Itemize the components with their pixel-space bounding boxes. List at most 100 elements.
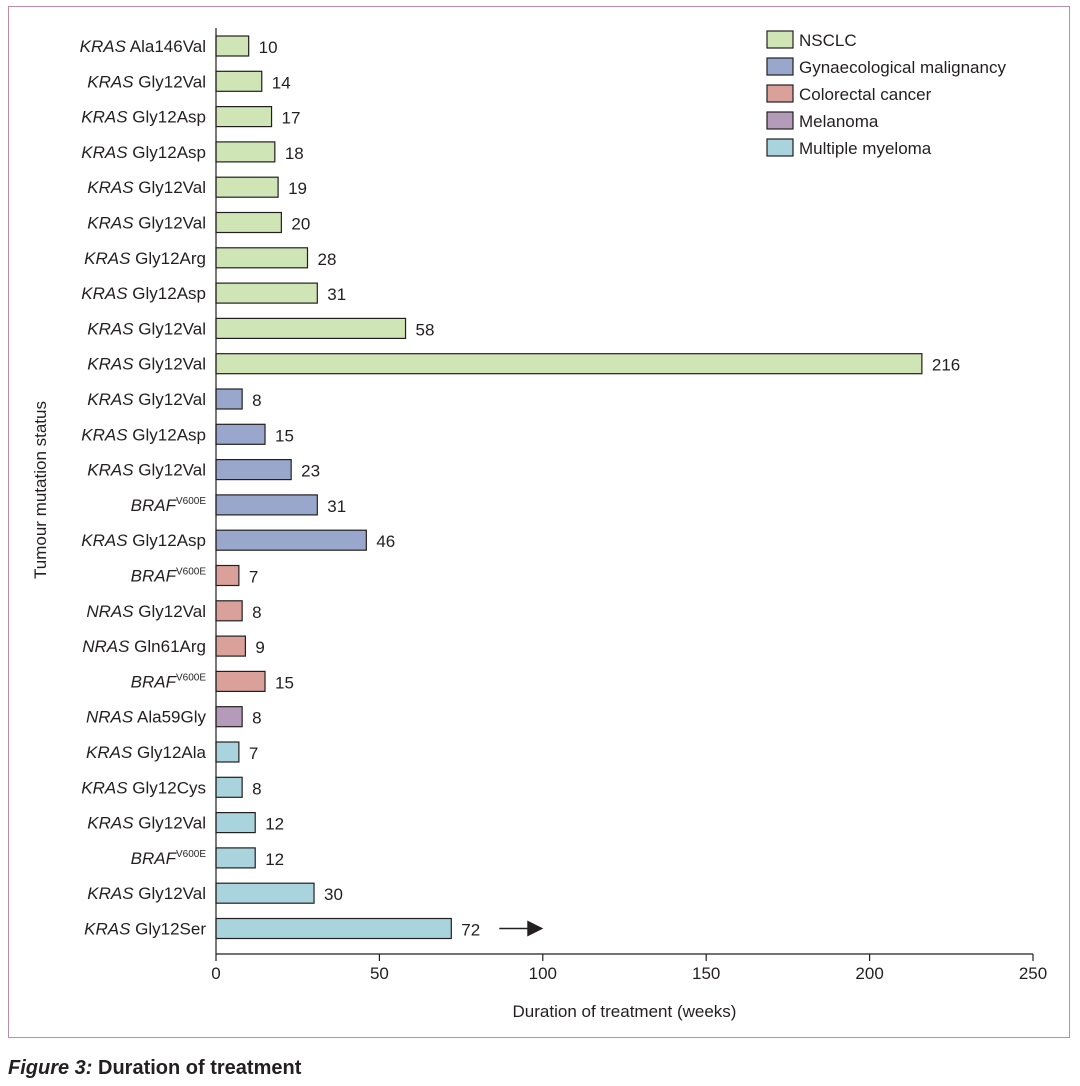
- value-label: 9: [255, 638, 264, 657]
- mutation-superscript: V600E: [176, 849, 206, 860]
- figure-frame: [8, 6, 1070, 1038]
- mutation-name: Gly12Val: [134, 355, 206, 374]
- value-label: 8: [252, 603, 261, 622]
- gene-name: KRAS: [84, 249, 131, 268]
- value-label: 72: [461, 921, 480, 940]
- category-label: KRAS Gly12Val: [87, 214, 206, 233]
- mutation-name: Gly12Val: [134, 814, 206, 833]
- value-label: 7: [249, 744, 258, 763]
- value-label: 31: [327, 285, 346, 304]
- gene-name: KRAS: [87, 319, 134, 338]
- mutation-name: Gly12Val: [134, 390, 206, 409]
- category-label: KRAS Gly12Val: [87, 814, 206, 833]
- gene-name: KRAS: [87, 355, 134, 374]
- value-label: 20: [291, 215, 310, 234]
- gene-name: NRAS: [86, 708, 134, 727]
- gene-name: KRAS: [87, 814, 134, 833]
- category-label: BRAFV600E: [131, 496, 207, 515]
- value-label: 10: [259, 38, 278, 57]
- bar: [215, 459, 292, 481]
- bar: [215, 600, 243, 622]
- category-label: KRAS Gly12Cys: [81, 778, 206, 797]
- ongoing-arrow-head: [527, 920, 544, 937]
- gene-name: KRAS: [81, 425, 128, 444]
- value-label: 15: [275, 426, 294, 445]
- bar: [215, 811, 256, 834]
- gene-name: KRAS: [87, 884, 134, 903]
- gene-name: KRAS: [81, 108, 128, 127]
- mutation-name: Gly12Val: [134, 602, 206, 621]
- mutation-name: Gly12Val: [134, 319, 206, 338]
- bar: [215, 529, 367, 551]
- category-label: NRAS Gln61Arg: [82, 637, 206, 656]
- bar: [215, 105, 273, 128]
- mutation-name: Ala59Gly: [133, 708, 206, 727]
- gene-name: NRAS: [82, 637, 130, 656]
- x-tick-label: 0: [211, 964, 220, 983]
- gene-name: BRAF: [131, 849, 178, 868]
- mutation-name: Gly12Ser: [130, 920, 206, 939]
- mutation-name: Ala146Val: [126, 37, 206, 56]
- bar: [215, 70, 263, 92]
- mutation-name: Gly12Asp: [128, 143, 206, 162]
- mutation-name: Gly12Val: [134, 884, 206, 903]
- category-label: KRAS Gly12Arg: [84, 249, 206, 268]
- gene-name: NRAS: [86, 602, 134, 621]
- gene-name: KRAS: [80, 37, 127, 56]
- gene-name: KRAS: [81, 531, 128, 550]
- gene-name: KRAS: [87, 214, 134, 233]
- category-label: KRAS Gly12Asp: [81, 284, 206, 303]
- plot-area: KRAS Ala146Val 10 KRAS Gly12Val 14 KRAS Gly1…: [80, 35, 960, 940]
- gene-name: KRAS: [81, 284, 128, 303]
- category-label: KRAS Gly12Val: [87, 355, 206, 374]
- bar: [215, 635, 247, 657]
- gene-name: KRAS: [87, 390, 134, 409]
- legend-label: Colorectal cancer: [799, 85, 932, 104]
- value-label: 23: [301, 462, 320, 481]
- category-label: KRAS Ala146Val: [80, 37, 206, 56]
- legend-label: Melanoma: [799, 112, 879, 131]
- category-label: NRAS Ala59Gly: [86, 708, 206, 727]
- value-label: 8: [252, 709, 261, 728]
- legend-swatch: [766, 30, 794, 49]
- category-label: KRAS Gly12Ser: [84, 920, 206, 939]
- x-tick-label: 250: [1019, 964, 1047, 983]
- value-label: 15: [275, 673, 294, 692]
- mutation-name: Gly12Asp: [128, 425, 206, 444]
- mutation-name: Gly12Cys: [128, 778, 206, 797]
- legend-swatch: [766, 57, 794, 76]
- value-label: 31: [327, 497, 346, 516]
- value-label: 7: [249, 568, 258, 587]
- value-label: 8: [252, 779, 261, 798]
- legend-swatch: [766, 84, 794, 103]
- gene-name: KRAS: [87, 178, 134, 197]
- value-label: 17: [282, 109, 301, 128]
- bar: [215, 247, 309, 269]
- mutation-name: Gly12Asp: [128, 108, 206, 127]
- x-tick-label: 150: [692, 964, 720, 983]
- value-label: 12: [265, 815, 284, 834]
- category-label: KRAS Gly12Asp: [81, 108, 206, 127]
- value-label: 18: [285, 144, 304, 163]
- mutation-superscript: V600E: [176, 567, 206, 578]
- value-label: 14: [272, 73, 291, 92]
- category-label: KRAS Gly12Val: [87, 390, 206, 409]
- value-label: 58: [416, 320, 435, 339]
- x-axis: 0 50 100 150 200 250: [211, 28, 1047, 983]
- mutation-name: Gly12Asp: [128, 531, 206, 550]
- legend-label: Multiple myeloma: [799, 139, 932, 158]
- mutation-superscript: V600E: [176, 496, 206, 507]
- bar: [215, 282, 318, 304]
- x-tick-label: 200: [855, 964, 883, 983]
- gene-name: KRAS: [86, 743, 133, 762]
- value-label: 19: [288, 179, 307, 198]
- category-label: KRAS Gly12Asp: [81, 425, 206, 444]
- value-label: 30: [324, 885, 343, 904]
- mutation-name: Gly12Arg: [130, 249, 206, 268]
- figure-caption: Figure 3: Duration of treatment: [8, 1057, 301, 1080]
- gene-name: BRAF: [131, 672, 178, 691]
- category-label: KRAS Gly12Val: [87, 884, 206, 903]
- bar: [215, 141, 276, 163]
- x-tick-label: 50: [370, 964, 389, 983]
- bar: [215, 882, 315, 904]
